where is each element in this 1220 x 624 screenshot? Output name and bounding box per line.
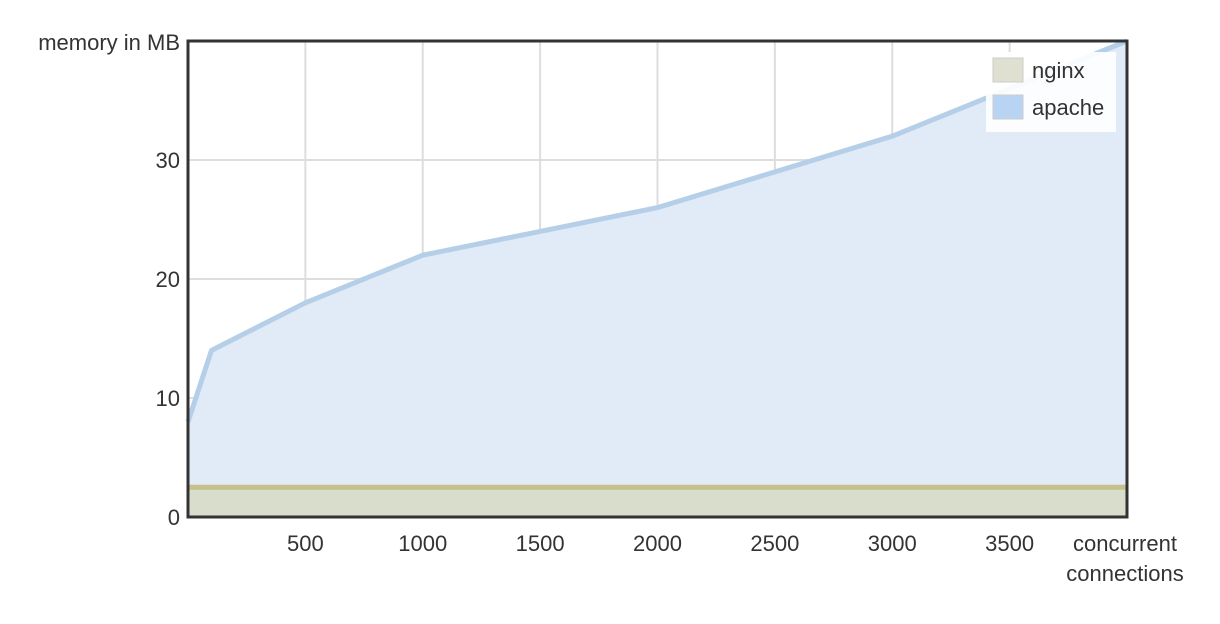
legend-label-apache: apache	[1032, 95, 1104, 120]
area-apache	[188, 41, 1127, 517]
line-apache	[185, 38, 1128, 423]
x-tick-label-3500: 3500	[985, 531, 1034, 556]
x-axis-ticks: 500 1000 1500 2000 2500 3000 3500	[287, 531, 1034, 556]
legend-swatch-apache	[992, 94, 1024, 120]
x-tick-label-3000: 3000	[868, 531, 917, 556]
series-areas	[188, 41, 1127, 517]
y-axis-title: memory in MB	[38, 30, 180, 55]
area-nginx	[188, 487, 1127, 517]
point-apache-1	[209, 348, 213, 352]
legend-swatch-nginx	[992, 57, 1024, 83]
x-axis-title-line-1: concurrent	[1073, 531, 1177, 556]
y-axis-ticks: 0 10 20 30	[156, 148, 180, 530]
point-apache-2	[303, 301, 307, 305]
plot-frame	[186, 39, 1129, 519]
point-apache-5	[656, 206, 659, 210]
x-tick-label-500: 500	[287, 531, 324, 556]
point-apache-3	[421, 253, 425, 257]
x-axis-title-line-2: connections	[1066, 561, 1183, 586]
x-tick-label-1000: 1000	[398, 531, 447, 556]
point-apache-4	[538, 229, 542, 233]
x-tick-label-2000: 2000	[633, 531, 682, 556]
y-tick-label-20: 20	[156, 267, 180, 292]
x-tick-label-2500: 2500	[750, 531, 799, 556]
y-tick-label-0: 0	[168, 505, 180, 530]
series-lines	[185, 38, 1129, 490]
point-apache-6	[773, 170, 777, 174]
y-tick-label-30: 30	[156, 148, 180, 173]
point-apache-7	[890, 134, 894, 138]
y-tick-label-10: 10	[156, 386, 180, 411]
legend: nginx apache	[986, 52, 1116, 132]
legend-label-nginx: nginx	[1032, 58, 1085, 83]
x-tick-label-1500: 1500	[516, 531, 565, 556]
